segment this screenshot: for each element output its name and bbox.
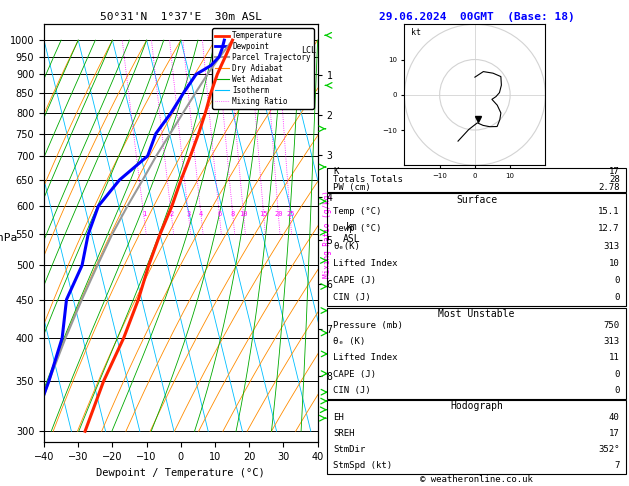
- Text: Surface: Surface: [456, 195, 497, 205]
- Text: LCL: LCL: [301, 46, 316, 54]
- Text: 11: 11: [609, 353, 620, 363]
- Text: Lifted Index: Lifted Index: [333, 353, 398, 363]
- Text: K: K: [333, 167, 339, 176]
- Text: 8: 8: [231, 211, 235, 217]
- Text: © weatheronline.co.uk: © weatheronline.co.uk: [420, 474, 533, 484]
- Text: 0: 0: [614, 370, 620, 379]
- Text: 15.1: 15.1: [598, 207, 620, 216]
- Text: 0: 0: [614, 276, 620, 285]
- Text: StmDir: StmDir: [333, 445, 365, 454]
- Text: θₑ(K): θₑ(K): [333, 242, 360, 251]
- Text: CIN (J): CIN (J): [333, 293, 371, 302]
- Text: 313: 313: [603, 242, 620, 251]
- Text: 1: 1: [142, 211, 146, 217]
- Text: PW (cm): PW (cm): [333, 183, 371, 192]
- Y-axis label: km
ASL: km ASL: [343, 223, 361, 244]
- Text: 40: 40: [609, 413, 620, 422]
- Text: SREH: SREH: [333, 429, 355, 438]
- Text: 7: 7: [614, 461, 620, 470]
- Title: 50°31'N  1°37'E  30m ASL: 50°31'N 1°37'E 30m ASL: [100, 12, 262, 22]
- Text: kt: kt: [411, 28, 421, 37]
- Text: 2.78: 2.78: [598, 183, 620, 192]
- Text: StmSpd (kt): StmSpd (kt): [333, 461, 392, 470]
- Text: 17: 17: [609, 429, 620, 438]
- Text: 20: 20: [274, 211, 283, 217]
- Text: 0: 0: [614, 386, 620, 395]
- Text: θₑ (K): θₑ (K): [333, 337, 365, 346]
- Text: 25: 25: [286, 211, 294, 217]
- Text: CAPE (J): CAPE (J): [333, 276, 376, 285]
- Text: Temp (°C): Temp (°C): [333, 207, 382, 216]
- Text: CAPE (J): CAPE (J): [333, 370, 376, 379]
- Text: EH: EH: [333, 413, 344, 422]
- Text: Pressure (mb): Pressure (mb): [333, 321, 403, 330]
- Text: 15: 15: [260, 211, 268, 217]
- Y-axis label: hPa: hPa: [0, 233, 17, 243]
- Text: Most Unstable: Most Unstable: [438, 309, 515, 319]
- Text: Totals Totals: Totals Totals: [333, 175, 403, 184]
- Text: 750: 750: [603, 321, 620, 330]
- Text: 6: 6: [218, 211, 221, 217]
- Text: 2: 2: [169, 211, 174, 217]
- Text: Hodograph: Hodograph: [450, 401, 503, 412]
- Text: Mixing Ratio (g/kg): Mixing Ratio (g/kg): [323, 191, 331, 278]
- Text: 12.7: 12.7: [598, 225, 620, 233]
- Text: Dewp (°C): Dewp (°C): [333, 225, 382, 233]
- Text: Lifted Index: Lifted Index: [333, 259, 398, 268]
- Text: CIN (J): CIN (J): [333, 386, 371, 395]
- Legend: Temperature, Dewpoint, Parcel Trajectory, Dry Adiabat, Wet Adiabat, Isotherm, Mi: Temperature, Dewpoint, Parcel Trajectory…: [212, 28, 314, 109]
- Text: 0: 0: [614, 293, 620, 302]
- Text: 352°: 352°: [598, 445, 620, 454]
- Text: 313: 313: [603, 337, 620, 346]
- Text: 28: 28: [609, 175, 620, 184]
- Text: 10: 10: [240, 211, 248, 217]
- Text: 4: 4: [199, 211, 203, 217]
- Text: 3: 3: [187, 211, 191, 217]
- X-axis label: Dewpoint / Temperature (°C): Dewpoint / Temperature (°C): [96, 468, 265, 478]
- Text: 29.06.2024  00GMT  (Base: 18): 29.06.2024 00GMT (Base: 18): [379, 12, 574, 22]
- Text: 17: 17: [609, 167, 620, 176]
- Text: 10: 10: [609, 259, 620, 268]
